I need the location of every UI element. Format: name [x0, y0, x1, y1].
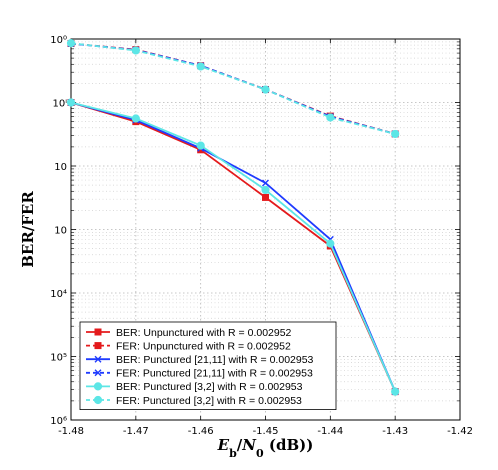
data-point-marker [67, 99, 74, 106]
x-tick-label: -1.48 [58, 426, 84, 437]
data-point-marker [327, 114, 334, 121]
data-point-marker [95, 329, 101, 335]
legend-label: BER: Unpunctured with R = 0.002952 [116, 327, 292, 339]
x-tick-label: -1.46 [188, 426, 214, 437]
x-tick-label: -1.44 [317, 426, 343, 437]
data-point-marker [263, 194, 269, 200]
legend-entry: BER: Unpunctured with R = 0.002952 [86, 327, 292, 339]
legend-entry: BER: Punctured [21,11] with R = 0.002953 [86, 354, 314, 366]
data-point-marker [132, 47, 139, 54]
y-tick-label: 10⁴ [50, 289, 67, 300]
data-point-marker [95, 343, 101, 349]
legend-label: BER: Punctured [3,2] with R = 0.002953 [116, 381, 303, 393]
y-tick-label: 10⁲ [54, 162, 67, 173]
legend-entry: FER: Punctured [3,2] with R = 0.002953 [86, 395, 302, 407]
legend-label: BER: Punctured [21,11] with R = 0.002953 [116, 354, 314, 366]
data-point-marker [197, 63, 204, 70]
data-point-marker [67, 40, 74, 47]
legend-label: FER: Punctured [21,11] with R = 0.002953 [116, 368, 313, 380]
y-tick-label: 10⁶ [50, 416, 67, 427]
legend-entry: FER: Unpunctured with R = 0.002952 [86, 340, 291, 352]
data-point-marker [94, 396, 101, 403]
data-point-marker [94, 383, 101, 390]
data-point-marker [132, 115, 139, 122]
x-tick-label: -1.42 [447, 426, 473, 437]
legend-label: FER: Unpunctured with R = 0.002952 [116, 340, 291, 352]
data-point-marker [392, 388, 399, 395]
legend-entry: FER: Punctured [21,11] with R = 0.002953 [86, 368, 313, 380]
legend: BER: Unpunctured with R = 0.002952FER: U… [80, 322, 336, 410]
y-axis-title: BER/FER [19, 191, 37, 268]
y-tick-label: 10ⁱ [52, 99, 67, 110]
data-point-marker [262, 186, 269, 193]
data-point-marker [327, 240, 334, 247]
y-tick-label: 10⁳ [54, 226, 67, 237]
x-tick-label: -1.43 [382, 426, 408, 437]
x-tick-label: -1.47 [123, 426, 149, 437]
y-tick-label: 10⁰ [50, 35, 67, 46]
data-point-marker [262, 86, 269, 93]
data-point-marker [197, 142, 204, 149]
data-point-marker [392, 130, 399, 137]
legend-entry: BER: Punctured [3,2] with R = 0.002953 [86, 381, 303, 393]
y-tick-label: 10⁵ [50, 353, 67, 364]
legend-label: FER: Punctured [3,2] with R = 0.002953 [116, 395, 302, 407]
